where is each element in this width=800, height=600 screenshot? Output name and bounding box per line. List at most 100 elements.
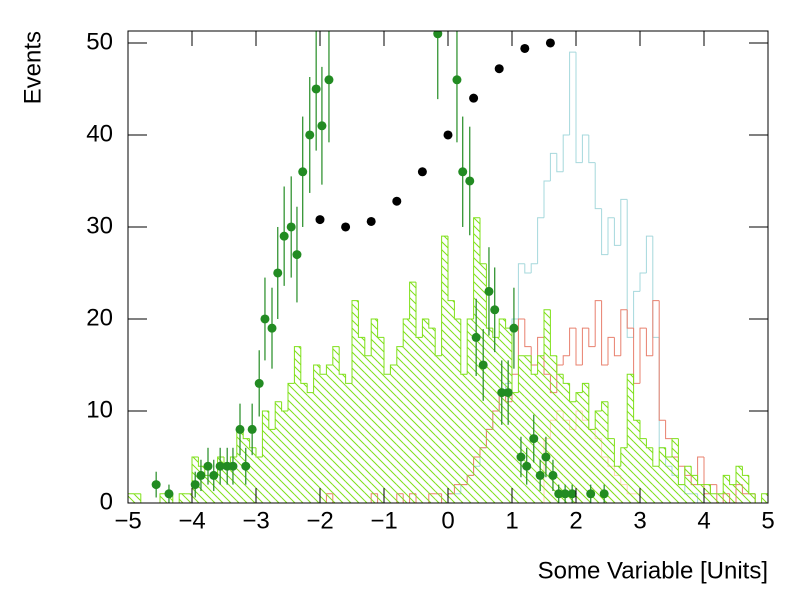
bin-fill bbox=[486, 328, 493, 503]
bin-fill bbox=[166, 493, 173, 503]
bin-step bbox=[569, 383, 576, 403]
bin-step bbox=[562, 355, 570, 365]
data-point bbox=[292, 250, 302, 260]
bin-fill bbox=[416, 337, 423, 503]
data-point bbox=[417, 167, 427, 177]
bin-step bbox=[415, 282, 423, 338]
bin-step bbox=[178, 493, 186, 503]
bin-fill bbox=[313, 364, 320, 503]
bin-fill bbox=[748, 493, 756, 503]
bin-step bbox=[402, 318, 410, 347]
bin-step bbox=[652, 447, 660, 467]
data-point bbox=[315, 215, 325, 225]
bin-step bbox=[325, 364, 333, 375]
bin-step bbox=[645, 438, 653, 449]
bin-step bbox=[268, 410, 276, 430]
y-tick-label: 0 bbox=[100, 488, 113, 515]
data-point bbox=[247, 424, 257, 434]
bin-step bbox=[652, 300, 660, 356]
data-point bbox=[260, 314, 270, 324]
bin-step bbox=[492, 328, 500, 338]
y-tick-label: 20 bbox=[86, 304, 113, 331]
y-tick-label: 50 bbox=[86, 28, 113, 55]
bin-fill bbox=[352, 300, 359, 503]
bin-fill bbox=[608, 438, 615, 503]
bin-step bbox=[684, 465, 692, 485]
data-point bbox=[254, 378, 264, 388]
bin-step bbox=[658, 447, 666, 467]
data-point bbox=[541, 452, 551, 462]
bin-step bbox=[524, 318, 532, 348]
bin-step bbox=[255, 447, 263, 458]
bin-fill bbox=[204, 475, 212, 503]
bin-fill bbox=[544, 309, 551, 503]
bin-step bbox=[524, 263, 532, 274]
data-point bbox=[522, 461, 532, 471]
bin-fill bbox=[460, 374, 468, 503]
bin-step bbox=[613, 438, 621, 467]
bin-fill bbox=[614, 466, 621, 503]
bin-fill bbox=[550, 355, 557, 503]
x-tick-label: 3 bbox=[633, 507, 646, 534]
bin-step bbox=[332, 346, 340, 365]
data-point bbox=[516, 452, 526, 462]
bin-step bbox=[594, 300, 602, 347]
bin-fill bbox=[448, 300, 455, 503]
x-tick-label: −3 bbox=[242, 507, 269, 534]
bin-fill bbox=[364, 355, 372, 503]
bin-step bbox=[665, 420, 672, 440]
bin-fill bbox=[320, 374, 327, 503]
bin-step bbox=[460, 318, 468, 375]
data-point bbox=[471, 332, 481, 342]
bin-fill bbox=[396, 346, 404, 503]
bin-fill bbox=[332, 346, 340, 503]
bin-step bbox=[620, 447, 628, 467]
bin-fill bbox=[640, 438, 647, 503]
bin-step bbox=[306, 383, 314, 394]
bin-fill bbox=[160, 493, 167, 503]
bin-step bbox=[300, 346, 308, 384]
data-point bbox=[497, 388, 507, 398]
data-point bbox=[215, 461, 225, 471]
bin-step bbox=[658, 300, 666, 421]
bin-step bbox=[370, 318, 378, 356]
x-tick-label: 1 bbox=[505, 507, 518, 534]
bin-step bbox=[709, 484, 717, 495]
x-tick-label: −5 bbox=[114, 507, 141, 534]
bin-fill bbox=[665, 456, 672, 503]
bin-step bbox=[197, 456, 205, 467]
bin-step bbox=[754, 493, 762, 503]
bin-step bbox=[613, 337, 621, 357]
bin-step bbox=[396, 346, 404, 365]
bin-step bbox=[581, 327, 589, 365]
bin-fill bbox=[236, 429, 244, 503]
bin-step bbox=[159, 493, 167, 503]
bin-fill bbox=[697, 484, 704, 503]
data-point bbox=[554, 489, 564, 499]
bin-step bbox=[607, 217, 615, 255]
bin-step bbox=[556, 355, 564, 375]
data-point bbox=[494, 64, 504, 74]
data-point bbox=[535, 470, 545, 480]
data-point bbox=[567, 489, 577, 499]
bin-step bbox=[741, 466, 749, 476]
bin-step bbox=[517, 263, 525, 319]
bin-fill bbox=[409, 282, 416, 503]
bin-fill bbox=[281, 410, 288, 503]
bin-step bbox=[575, 328, 583, 366]
data-point bbox=[228, 461, 238, 471]
bin-step bbox=[389, 364, 397, 375]
bin-fill bbox=[294, 346, 301, 503]
y-tick-label: 30 bbox=[86, 212, 113, 239]
bin-fill bbox=[134, 493, 141, 503]
y-tick-label: 10 bbox=[86, 396, 113, 423]
bin-fill bbox=[185, 493, 192, 503]
data-point bbox=[341, 222, 351, 232]
bin-step bbox=[453, 300, 461, 320]
bin-fill bbox=[499, 318, 506, 503]
bin-step bbox=[594, 162, 602, 210]
x-tick-label: 5 bbox=[761, 507, 774, 534]
bin-step bbox=[383, 337, 391, 375]
bin-step bbox=[581, 134, 589, 163]
data-point bbox=[235, 424, 245, 434]
